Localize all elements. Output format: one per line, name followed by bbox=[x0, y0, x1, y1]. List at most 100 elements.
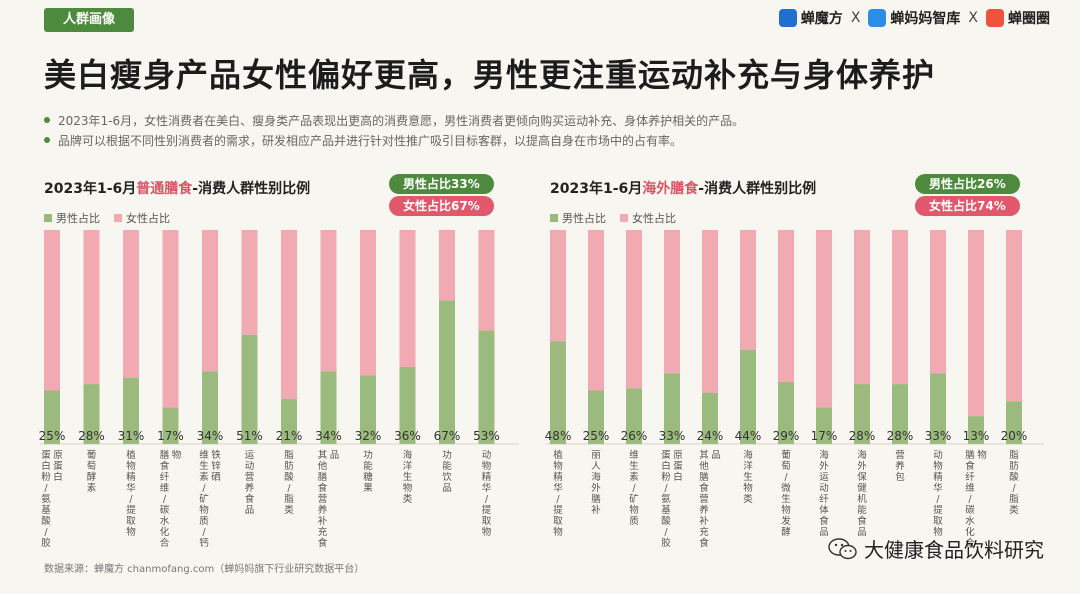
bar-male bbox=[740, 349, 756, 444]
bar-female bbox=[854, 230, 870, 385]
category-label: 原蛋白 bbox=[53, 450, 63, 483]
category-label: 蛋白粉/氨基酸/胶 bbox=[661, 450, 671, 549]
category-label: 营养包 bbox=[895, 449, 905, 483]
brand-separator: X bbox=[968, 10, 978, 26]
category-label: 海洋生物类 bbox=[743, 449, 753, 505]
brand-name: 蝉妈妈智库 bbox=[890, 11, 961, 27]
category-label: 蛋白粉/氨基酸/胶 bbox=[41, 450, 51, 549]
bar-male bbox=[968, 416, 984, 444]
bar-female bbox=[281, 230, 297, 400]
category-label: 其他膳食营养补充食 bbox=[699, 450, 709, 549]
data-label: 29% bbox=[773, 429, 800, 443]
category-label: 铁锌硒 bbox=[211, 449, 221, 483]
bar-male bbox=[664, 373, 680, 444]
bar-female bbox=[478, 230, 495, 331]
chart-regular-diet: 2023年1-6月普通膳食-消费人群性别比例 男性占比33% 女性占比67% 男… bbox=[39, 170, 518, 560]
male-share-pill: 男性占比33% bbox=[389, 174, 494, 194]
bar-male bbox=[202, 371, 218, 444]
wechat-icon bbox=[828, 537, 857, 559]
category-label: 原蛋白 bbox=[673, 450, 683, 483]
bar-male bbox=[930, 373, 946, 444]
category-label: 维生素/矿物质/钙 bbox=[199, 449, 209, 549]
category-label: 脂肪酸/脂类 bbox=[1009, 449, 1019, 516]
bar-male bbox=[83, 384, 100, 444]
bar-female bbox=[439, 230, 455, 301]
data-label: 26% bbox=[621, 429, 648, 443]
data-label: 13% bbox=[963, 429, 990, 443]
watermark-text: 大健康食品饮料研究 bbox=[864, 538, 1044, 562]
legend-swatch-icon bbox=[44, 214, 52, 222]
wechat-watermark: 大健康食品饮料研究 bbox=[828, 534, 1044, 563]
male-share-pill: 男性占比26% bbox=[915, 174, 1020, 194]
bar-female bbox=[778, 230, 794, 382]
bar-female bbox=[1006, 230, 1022, 402]
data-label: 31% bbox=[118, 429, 145, 443]
bar-female bbox=[83, 230, 100, 385]
bar-male bbox=[241, 334, 258, 444]
brand-chanmama: 蝉妈妈智库 bbox=[868, 8, 960, 28]
category-label: 植物精华/提取物 bbox=[553, 449, 563, 538]
chanmofang-logo-icon bbox=[778, 9, 797, 27]
category-label: 功能饮品 bbox=[442, 450, 452, 494]
bar-chart: 48% 植物精华/提取物 25% 丽人海外膳补 26% 维生素/矿物质 33% 蛋白粉/氨基酸… bbox=[545, 230, 1044, 549]
data-label: 17% bbox=[157, 429, 184, 443]
summary-bullets: 2023年1-6月，女性消费者在美白、瘦身类产品表现出更高的消费意愿，男性消费者… bbox=[44, 110, 744, 150]
data-label: 33% bbox=[659, 429, 686, 443]
category-label: 脂肪酸/脂类 bbox=[284, 449, 294, 516]
category-label: 丽人海外膳补 bbox=[591, 450, 601, 516]
data-label: 17% bbox=[811, 429, 838, 443]
data-label: 28% bbox=[887, 429, 914, 443]
bullet-item: 2023年1-6月，女性消费者在美白、瘦身类产品表现出更高的消费意愿，男性消费者… bbox=[44, 110, 744, 130]
data-label: 48% bbox=[545, 429, 572, 443]
legend: 男性占比 女性占比 bbox=[550, 210, 676, 226]
brand-separator: X bbox=[850, 10, 861, 26]
category-label: 维生素/矿物质 bbox=[629, 449, 639, 527]
data-label: 32% bbox=[355, 429, 382, 443]
category-label: 物 bbox=[172, 449, 182, 461]
legend-male: 男性占比 bbox=[550, 210, 606, 226]
bar-female bbox=[588, 230, 604, 391]
data-label: 25% bbox=[39, 429, 66, 443]
bar-male bbox=[360, 375, 376, 444]
category-label: 葡萄/微生物发酵 bbox=[781, 449, 791, 538]
data-label: 28% bbox=[849, 429, 876, 443]
data-source: 数据来源：蝉魔方 chanmofang.com（蝉妈妈旗下行业研究数据平台） bbox=[44, 564, 365, 575]
data-label: 33% bbox=[925, 429, 952, 443]
legend-swatch-icon bbox=[114, 214, 122, 222]
chanmama-logo-icon bbox=[868, 9, 887, 27]
brand-name: 蝉魔方 bbox=[800, 11, 843, 27]
bar-female bbox=[664, 230, 680, 374]
chart-title: 2023年1-6月海外膳食-消费人群性别比例 bbox=[550, 181, 817, 197]
category-label: 海外保健机能食品 bbox=[857, 449, 867, 538]
bar-female bbox=[740, 230, 756, 350]
data-label: 53% bbox=[473, 429, 500, 443]
bar-male bbox=[399, 366, 416, 444]
bullet-dot-icon bbox=[44, 137, 50, 143]
female-share-pill: 女性占比67% bbox=[389, 196, 494, 216]
category-label: 品 bbox=[330, 450, 340, 461]
category-label: 品 bbox=[711, 450, 721, 461]
bar-male bbox=[478, 330, 495, 444]
data-label: 34% bbox=[197, 429, 224, 443]
bar-male bbox=[702, 392, 718, 444]
bar-female bbox=[892, 230, 908, 385]
bar-female bbox=[162, 230, 179, 408]
legend: 男性占比 女性占比 bbox=[44, 210, 170, 226]
section-tag: 人群画像 bbox=[44, 8, 134, 32]
bullet-text: 品牌可以根据不同性别消费者的需求，研发相应产品并进行针对性推广吸引目标客群，以提… bbox=[58, 133, 683, 148]
chart-title: 2023年1-6月普通膳食-消费人群性别比例 bbox=[44, 181, 311, 197]
category-label: 其他膳食营养补充食 bbox=[318, 450, 328, 549]
legend-swatch-icon bbox=[550, 214, 558, 222]
brand-chanquanquan: 蝉圈圈 bbox=[986, 8, 1050, 28]
bullet-item: 品牌可以根据不同性别消费者的需求，研发相应产品并进行针对性推广吸引目标客群，以提… bbox=[44, 130, 744, 150]
bar-male bbox=[778, 381, 794, 444]
legend-female: 女性占比 bbox=[620, 210, 676, 226]
legend-male: 男性占比 bbox=[44, 210, 100, 226]
bar-male bbox=[588, 390, 604, 444]
bar-male bbox=[123, 377, 139, 444]
category-label: 海洋生物类 bbox=[403, 449, 413, 505]
page-title: 美白瘦身产品女性偏好更高，男性更注重运动补充与身体养护 bbox=[44, 56, 936, 94]
bar-female bbox=[930, 230, 946, 374]
bar-male bbox=[550, 341, 566, 444]
brand-name: 蝉圈圈 bbox=[1008, 11, 1050, 27]
